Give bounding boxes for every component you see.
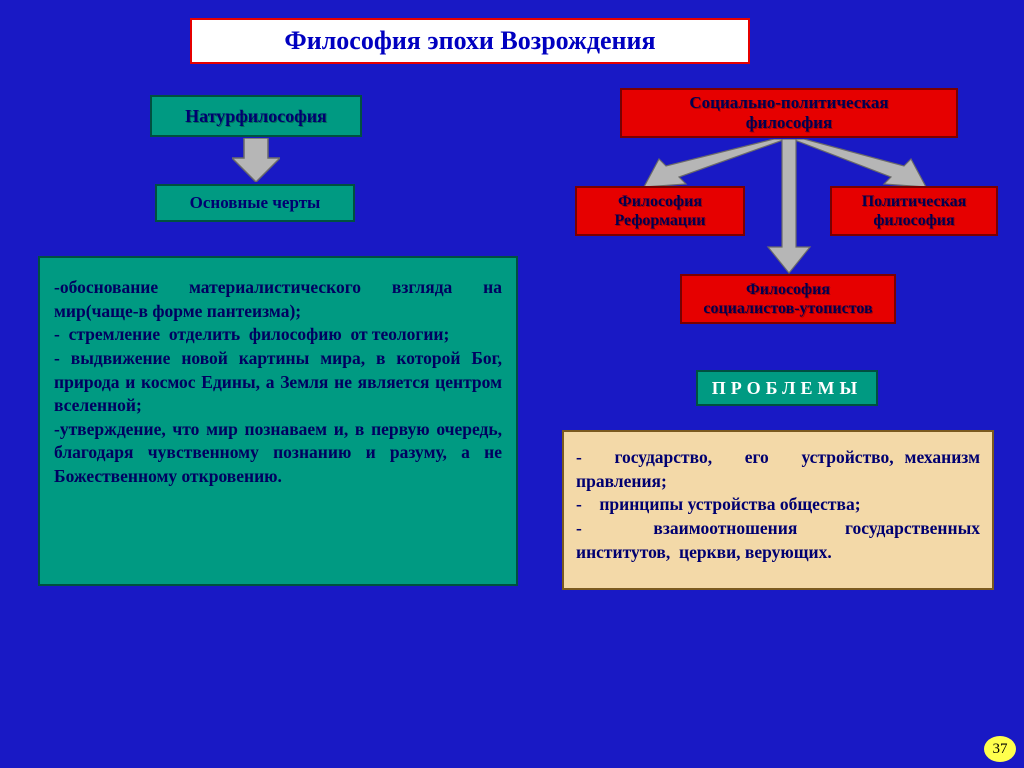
problems-label-text: ПРОБЛЕМЫ [712,378,862,399]
social-political-line1: Социально-политическая [689,93,888,112]
page-title: Философия эпохи Возрождения [190,18,750,64]
problems-body: - государство, его устройство, механизм … [562,430,994,590]
naturephilosophy-label: Натурфилософия [185,106,327,127]
main-traits-body: -обоснование материалистического взгляда… [38,256,518,586]
utopian-socialists-box: Философия социалистов-утопистов [680,274,896,324]
page-number-badge: 37 [984,736,1016,762]
problems-header: ПРОБЛЕМЫ [696,370,878,406]
arrow-down-icon [232,138,280,182]
political-philosophy-box: Политическая философия [830,186,998,236]
page-number: 37 [993,741,1008,758]
political-philosophy-label: Политическая философия [862,192,967,230]
problems-text: - государство, его устройство, механизм … [576,446,980,564]
reformation-box: Философия Реформации [575,186,745,236]
traits-text: -обоснование материалистического взгляда… [54,276,502,489]
utopian-socialists-label: Философия социалистов-утопистов [703,280,872,318]
main-traits-label: Основные черты [190,193,321,213]
social-political-label: Социально-политическая философия [689,93,888,132]
main-traits-header: Основные черты [155,184,355,222]
social-political-header: Социально-политическая философия [620,88,958,138]
title-text: Философия эпохи Возрождения [284,26,655,56]
naturephilosophy-header: Натурфилософия [150,95,362,137]
social-political-line2: философия [689,113,888,133]
reformation-label: Философия Реформации [614,192,705,230]
